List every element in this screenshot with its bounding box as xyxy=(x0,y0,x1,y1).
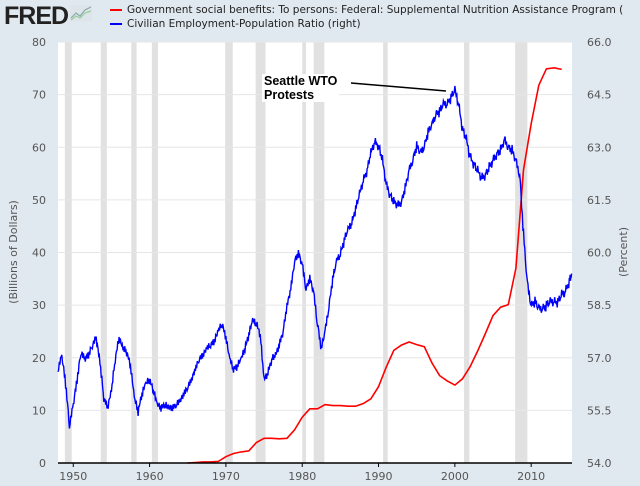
y-right-tick-label: 63.0 xyxy=(587,141,612,154)
y-right-tick-label: 58.5 xyxy=(587,299,612,312)
y-left-tick-label: 70 xyxy=(32,89,46,102)
y-left-tick-label: 30 xyxy=(32,299,46,312)
employment-ratio-series-line xyxy=(57,85,573,429)
y-right-tick-label: 57.0 xyxy=(587,352,612,365)
y-right-tick-label: 55.5 xyxy=(587,404,612,417)
annotation-pointer xyxy=(350,82,447,92)
legend-item-snap[interactable]: Government social benefits: To persons: … xyxy=(110,4,623,16)
y-right-tick-label: 54.0 xyxy=(587,457,612,470)
y-left-tick-label: 20 xyxy=(32,352,46,365)
legend-swatch-red xyxy=(110,9,122,11)
snap-series-line xyxy=(187,66,562,464)
legend-swatch-blue xyxy=(110,23,122,25)
x-tick-label: 1950 xyxy=(59,470,87,483)
annotation-seattle-wto: Seattle WTO Protests xyxy=(262,74,340,102)
legend-item-employment[interactable]: Civilian Employment-Population Ratio (ri… xyxy=(110,18,361,30)
y-axis-left-label: (Billions of Dollars) xyxy=(7,200,20,304)
legend-label-employment: Civilian Employment-Population Ratio (ri… xyxy=(127,18,361,30)
y-right-tick-label: 64.5 xyxy=(587,89,612,102)
y-left-tick-label: 0 xyxy=(39,457,46,470)
fred-logo: FRED xyxy=(4,2,69,30)
y-axis-right-label: (Percent) xyxy=(617,227,630,277)
x-tick-label: 1970 xyxy=(212,470,240,483)
x-tick-label: 1980 xyxy=(288,470,316,483)
y-left-tick-label: 10 xyxy=(32,404,46,417)
x-tick-label: 2000 xyxy=(441,470,469,483)
y-left-tick-label: 80 xyxy=(32,36,46,49)
x-tick-label: 1990 xyxy=(365,470,393,483)
annotation-line-2: Protests xyxy=(264,88,315,102)
fred-chart-icon xyxy=(70,5,92,21)
y-left-tick-label: 60 xyxy=(32,141,46,154)
y-right-tick-label: 60.0 xyxy=(587,247,612,260)
annotation-line-1: Seattle WTO xyxy=(264,74,338,88)
y-left-tick-label: 40 xyxy=(32,247,46,260)
x-tick-label: 1960 xyxy=(136,470,164,483)
y-right-tick-label: 66.0 xyxy=(587,36,612,49)
y-right-tick-label: 61.5 xyxy=(587,194,612,207)
legend-label-snap: Government social benefits: To persons: … xyxy=(127,4,624,16)
x-tick-label: 2010 xyxy=(517,470,545,483)
y-left-tick-label: 50 xyxy=(32,194,46,207)
